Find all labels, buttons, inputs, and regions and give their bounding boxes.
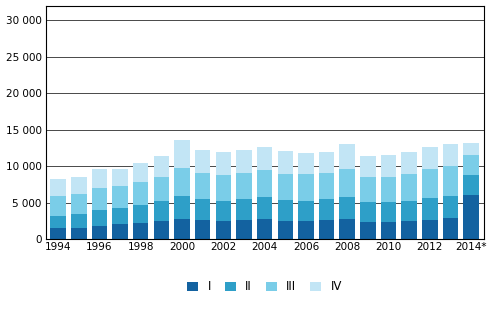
Bar — [112, 169, 128, 186]
Bar — [195, 199, 210, 220]
Bar — [463, 175, 479, 195]
Bar — [154, 156, 169, 176]
Bar — [360, 202, 375, 222]
Bar — [360, 222, 375, 239]
Bar — [360, 156, 375, 176]
Bar — [443, 218, 458, 239]
Legend: I, II, III, IV: I, II, III, IV — [187, 280, 342, 294]
Bar — [174, 140, 190, 168]
Bar — [381, 176, 396, 202]
Bar — [443, 195, 458, 218]
Bar — [402, 221, 417, 239]
Bar — [381, 222, 396, 239]
Bar — [92, 188, 107, 210]
Bar — [278, 151, 293, 174]
Bar — [298, 201, 314, 221]
Bar — [381, 202, 396, 222]
Bar — [257, 197, 272, 219]
Bar — [298, 221, 314, 239]
Bar — [92, 226, 107, 239]
Bar — [71, 176, 86, 194]
Bar — [422, 169, 438, 198]
Bar — [236, 199, 252, 220]
Bar — [50, 229, 66, 239]
Bar — [71, 194, 86, 214]
Bar — [195, 220, 210, 239]
Bar — [319, 173, 334, 199]
Bar — [319, 199, 334, 220]
Bar — [422, 147, 438, 169]
Bar — [402, 201, 417, 221]
Bar — [257, 219, 272, 239]
Bar — [133, 182, 149, 205]
Bar — [402, 153, 417, 174]
Bar — [174, 168, 190, 196]
Bar — [215, 153, 231, 175]
Bar — [278, 200, 293, 221]
Bar — [133, 163, 149, 182]
Bar — [339, 219, 355, 239]
Bar — [92, 169, 107, 188]
Bar — [319, 220, 334, 239]
Bar — [174, 196, 190, 219]
Bar — [215, 221, 231, 239]
Bar — [339, 197, 355, 219]
Bar — [154, 176, 169, 201]
Bar — [443, 144, 458, 166]
Bar — [195, 173, 210, 199]
Bar — [154, 221, 169, 239]
Bar — [112, 224, 128, 239]
Bar — [298, 174, 314, 201]
Bar — [257, 147, 272, 170]
Bar — [50, 179, 66, 196]
Bar — [339, 169, 355, 197]
Bar — [71, 228, 86, 239]
Bar — [215, 175, 231, 201]
Bar — [92, 210, 107, 226]
Bar — [50, 196, 66, 216]
Bar — [298, 153, 314, 174]
Bar — [463, 155, 479, 175]
Bar — [195, 150, 210, 173]
Bar — [257, 170, 272, 197]
Bar — [381, 154, 396, 176]
Bar — [278, 174, 293, 200]
Bar — [71, 214, 86, 228]
Bar — [339, 144, 355, 169]
Bar — [278, 221, 293, 239]
Bar — [402, 174, 417, 201]
Bar — [215, 201, 231, 221]
Bar — [112, 208, 128, 224]
Bar — [174, 219, 190, 239]
Bar — [422, 220, 438, 239]
Bar — [236, 220, 252, 239]
Bar — [463, 195, 479, 239]
Bar — [422, 198, 438, 220]
Bar — [236, 173, 252, 199]
Bar — [112, 186, 128, 208]
Bar — [133, 205, 149, 223]
Bar — [443, 166, 458, 195]
Bar — [133, 223, 149, 239]
Bar — [50, 216, 66, 229]
Bar — [236, 150, 252, 173]
Bar — [463, 143, 479, 155]
Bar — [319, 153, 334, 173]
Bar — [360, 176, 375, 202]
Bar — [154, 201, 169, 221]
